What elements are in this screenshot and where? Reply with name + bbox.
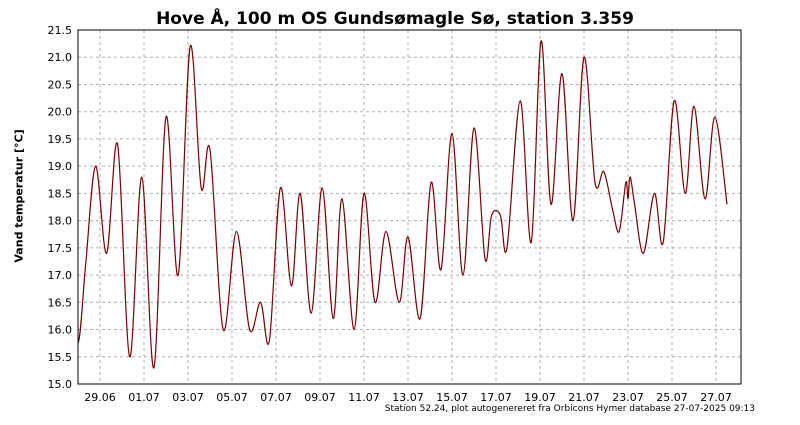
x-tick-label: 05.07 bbox=[216, 391, 248, 404]
x-tick-label: 11.07 bbox=[348, 391, 380, 404]
x-tick-label: 29.06 bbox=[84, 391, 116, 404]
y-tick-label: 21.5 bbox=[48, 24, 73, 37]
x-tick-label: 19.07 bbox=[524, 391, 556, 404]
y-tick-label: 18.5 bbox=[48, 187, 73, 200]
y-tick-label: 17.5 bbox=[48, 242, 73, 255]
x-tick-label: 17.07 bbox=[480, 391, 512, 404]
x-tick-label: 23.07 bbox=[612, 391, 644, 404]
footer-note: Station 52.24, plot autogenereret fra Or… bbox=[384, 404, 755, 414]
x-tick-label: 27.07 bbox=[700, 391, 732, 404]
y-tick-label: 15.5 bbox=[48, 351, 73, 364]
y-tick-label: 20.5 bbox=[48, 78, 73, 91]
y-tick-label: 16.0 bbox=[48, 324, 73, 337]
x-tick-label: 07.07 bbox=[260, 391, 292, 404]
chart-title: Hove Å, 100 m OS Gundsømagle Sø, station… bbox=[156, 9, 634, 29]
y-tick-label: 20.0 bbox=[48, 106, 73, 119]
x-tick-label: 25.07 bbox=[656, 391, 688, 404]
temperature-series-line bbox=[78, 40, 728, 369]
y-tick-label: 15.0 bbox=[48, 378, 73, 391]
y-tick-label: 17.0 bbox=[48, 269, 73, 282]
x-tick-label: 13.07 bbox=[392, 391, 424, 404]
y-tick-label: 21.0 bbox=[48, 51, 73, 64]
y-tick-label: 19.0 bbox=[48, 160, 73, 173]
x-tick-label: 21.07 bbox=[568, 391, 600, 404]
x-tick-label: 09.07 bbox=[304, 391, 336, 404]
y-tick-label: 19.5 bbox=[48, 133, 73, 146]
gridlines bbox=[78, 29, 741, 385]
y-tick-label: 16.5 bbox=[48, 296, 73, 309]
axis-ticks: 15.0 15.5 16.0 16.5 17.0 17.5 18.0 18.5 19.0 19.5… bbox=[48, 24, 732, 404]
x-tick-label: 03.07 bbox=[172, 391, 204, 404]
x-tick-label: 15.07 bbox=[436, 391, 468, 404]
plot-frame bbox=[77, 29, 742, 385]
y-tick-label: 18.0 bbox=[48, 215, 73, 228]
x-tick-label: 01.07 bbox=[128, 391, 160, 404]
